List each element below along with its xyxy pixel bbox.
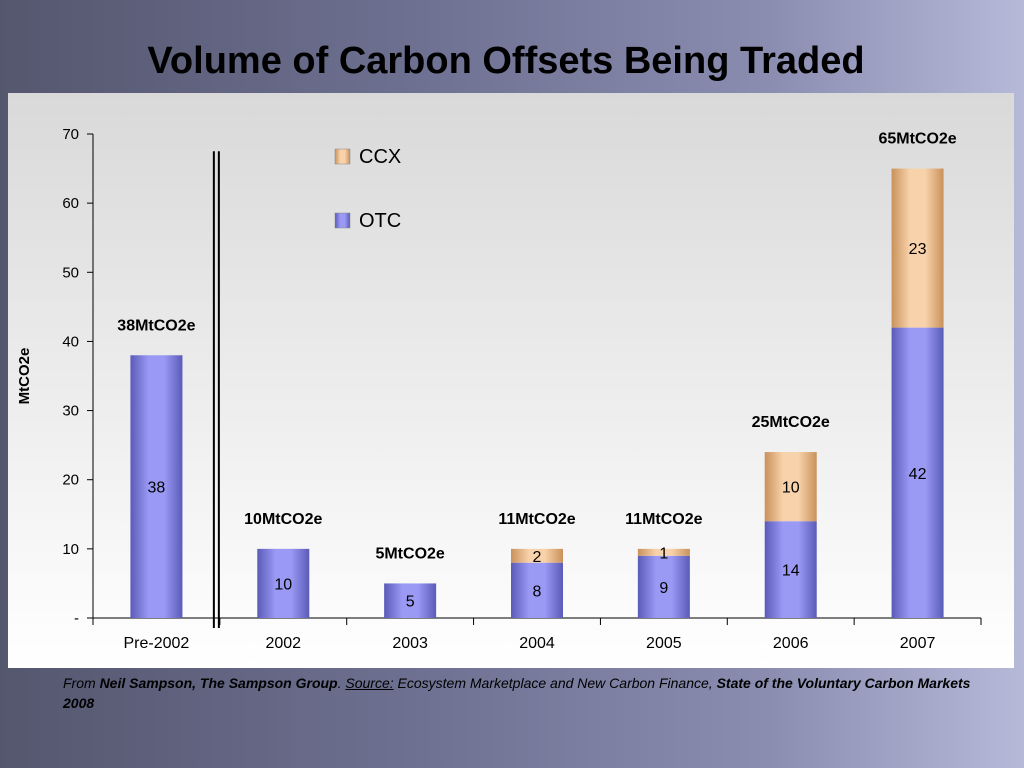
y-tick-label: 70 [62, 126, 79, 143]
total-label: 65MtCO2e [878, 131, 956, 148]
bar-ccx [764, 452, 817, 522]
chart-legend: CCX OTC [334, 146, 401, 232]
y-tick-label: 60 [62, 195, 79, 212]
source-report: State of the Voluntary Carbon Markets 20… [63, 675, 971, 711]
total-label: 25MtCO2e [752, 414, 830, 431]
stacked-bar-chart: - 10 20 30 40 50 60 70 MtCO2e Pre-2002 2002 2003 200… [16, 126, 982, 652]
data-label-otc: 14 [782, 563, 800, 580]
data-label-otc: 10 [274, 576, 292, 593]
y-tick-label: 30 [62, 403, 79, 420]
total-label: 11MtCO2e [498, 511, 575, 528]
bar-otc [764, 521, 817, 618]
bar-ccx [637, 548, 690, 556]
x-tick-label: 2007 [900, 635, 936, 652]
y-tick-label: 20 [62, 472, 79, 489]
y-tick-label: 40 [62, 333, 79, 350]
total-label: 10MtCO2e [244, 511, 322, 528]
legend-label-ccx: CCX [359, 146, 401, 168]
data-label-otc: 8 [533, 583, 542, 600]
total-label: 11MtCO2e [625, 511, 702, 528]
y-tick-label: - [74, 610, 79, 627]
bar-otc [257, 548, 310, 618]
total-label: 5MtCO2e [375, 545, 444, 562]
bar-otc [891, 327, 944, 618]
bar-otc [511, 562, 563, 618]
bar-ccx [511, 548, 563, 563]
x-tick-label: Pre-2002 [124, 635, 190, 652]
chart-bars [130, 168, 944, 618]
total-label: 38MtCO2e [117, 317, 195, 334]
source-note: From Neil Sampson, The Sampson Group. So… [63, 673, 993, 713]
data-label-ccx: 2 [533, 549, 542, 566]
x-tick-label: 2004 [519, 635, 555, 652]
chart-labels: 38 38MtCO2e 10 10MtCO2e 5 5MtCO2e 8 2 11MtCO2e 9 1… [117, 131, 956, 611]
source-dot: . [337, 675, 346, 691]
source-text: Ecosystem Marketplace and New Carbon Fin… [393, 675, 717, 691]
x-tick-label: 2003 [392, 635, 428, 652]
y-tick-label: 50 [62, 264, 79, 281]
slide-title: Volume of Carbon Offsets Being Traded [147, 40, 865, 82]
y-axis-title: MtCO2e [16, 348, 33, 405]
source-prefix: From [63, 675, 100, 691]
source-label: Source: [345, 675, 394, 691]
bar-otc [384, 583, 437, 618]
data-label-ccx: 10 [782, 480, 800, 497]
data-label-otc: 9 [659, 580, 668, 597]
bar-otc [130, 355, 183, 618]
legend-swatch-otc [334, 212, 351, 229]
legend-label-otc: OTC [359, 210, 401, 232]
y-tick-label: 10 [62, 541, 79, 558]
data-label-ccx: 23 [909, 241, 927, 258]
source-author: Neil Sampson, The Sampson Group [99, 675, 338, 691]
chart-axes: - 10 20 30 40 50 60 70 MtCO2e Pre-2002 2002 2003 200… [16, 126, 982, 652]
x-tick-label: 2005 [646, 635, 682, 652]
bar-otc [637, 555, 690, 618]
data-label-ccx: 1 [659, 545, 668, 562]
data-label-otc: 5 [406, 594, 415, 611]
legend-swatch-ccx [334, 148, 351, 165]
x-tick-label: 2006 [773, 635, 809, 652]
data-label-otc: 42 [909, 466, 927, 483]
data-label-otc: 38 [148, 480, 166, 497]
bar-ccx [891, 168, 944, 328]
chart-panel: - 10 20 30 40 50 60 70 MtCO2e Pre-2002 2002 2003 200… [8, 93, 1014, 668]
x-tick-label: 2002 [265, 635, 301, 652]
